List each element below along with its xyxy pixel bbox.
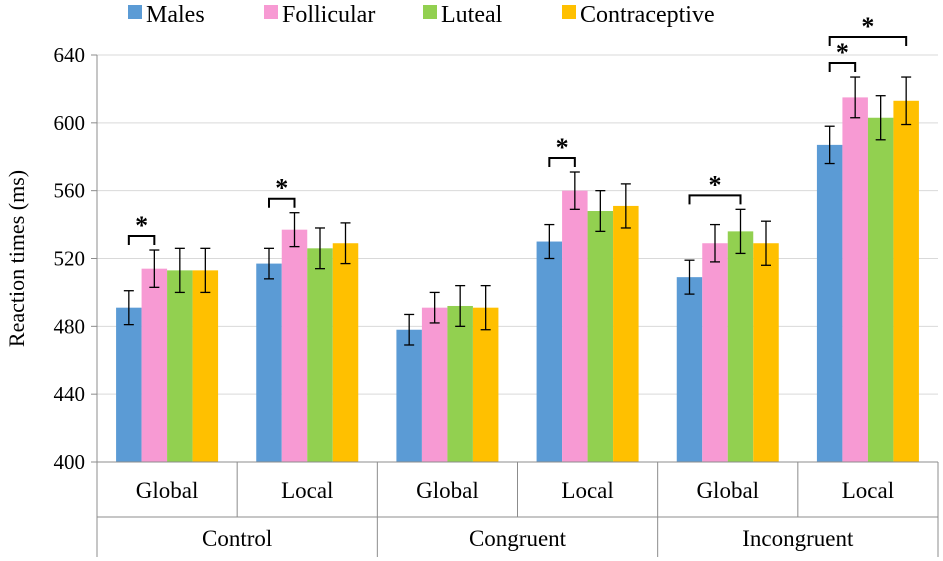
error-bars bbox=[123, 76, 912, 346]
bar-luteal-0 bbox=[167, 270, 193, 462]
bar-contraceptive-2 bbox=[472, 307, 499, 462]
x-tick-label-global-4: Global bbox=[696, 478, 759, 503]
error-bar-luteal-3 bbox=[595, 190, 606, 233]
error-bar-males-4 bbox=[684, 259, 695, 295]
significance-star-0: * bbox=[135, 211, 148, 240]
error-bar-males-0 bbox=[123, 290, 134, 326]
bar-follicular-3 bbox=[562, 190, 588, 462]
error-bar-contraceptive-2 bbox=[480, 284, 491, 331]
legend-item-luteal: Luteal bbox=[423, 2, 503, 28]
bar-males-2 bbox=[396, 329, 422, 462]
error-bar-luteal-4 bbox=[735, 208, 746, 255]
gridlines bbox=[97, 54, 938, 395]
significance-star-1: * bbox=[275, 174, 288, 203]
significance-0: * bbox=[127, 211, 156, 246]
y-axis-title: Reaction times (ms) bbox=[4, 170, 29, 347]
bar-luteal-2 bbox=[447, 305, 473, 462]
error-bar-contraceptive-4 bbox=[761, 220, 771, 266]
error-bar-males-3 bbox=[544, 223, 555, 260]
significance-markers: * * * * * * bbox=[127, 12, 908, 246]
bar-contraceptive-5 bbox=[893, 100, 919, 462]
y-tick-label-520: 520 bbox=[54, 247, 86, 271]
significance-star-4: * bbox=[836, 38, 849, 67]
condition-label-control: Control bbox=[202, 526, 272, 551]
condition-label-incongruent: Incongruent bbox=[742, 526, 854, 551]
legend: Males Follicular Luteal Contraceptive bbox=[128, 2, 715, 28]
legend-label-contraceptive: Contraceptive bbox=[580, 2, 715, 28]
error-bar-follicular-5 bbox=[850, 76, 861, 119]
error-bar-luteal-2 bbox=[455, 284, 466, 327]
legend-item-males: Males bbox=[128, 2, 205, 28]
error-bar-follicular-0 bbox=[149, 249, 160, 288]
y-tick-label-600: 600 bbox=[54, 111, 86, 135]
error-bar-contraceptive-0 bbox=[200, 247, 211, 294]
legend-label-luteal: Luteal bbox=[441, 2, 503, 28]
bar-contraceptive-1 bbox=[332, 243, 359, 462]
legend-swatch-males bbox=[128, 5, 142, 19]
bar-follicular-4 bbox=[702, 243, 728, 462]
legend-label-males: Males bbox=[146, 2, 205, 28]
y-tick-label-560: 560 bbox=[54, 179, 86, 203]
bar-contraceptive-3 bbox=[613, 205, 639, 462]
significance-4: * bbox=[828, 38, 857, 73]
bar-luteal-4 bbox=[727, 231, 754, 462]
x-tick-label-local-5: Local bbox=[842, 478, 894, 503]
error-bar-follicular-2 bbox=[429, 291, 440, 324]
significance-3: * bbox=[688, 170, 742, 205]
bar-follicular-1 bbox=[281, 229, 308, 462]
error-bar-contraceptive-1 bbox=[340, 222, 351, 265]
significance-star-2: * bbox=[556, 133, 569, 162]
error-bar-follicular-1 bbox=[289, 212, 300, 248]
legend-item-follicular: Follicular bbox=[264, 2, 375, 28]
x-tick-label-global-2: Global bbox=[416, 478, 479, 503]
significance-star-3: * bbox=[709, 170, 722, 199]
error-bar-luteal-1 bbox=[315, 227, 325, 270]
error-bar-males-2 bbox=[404, 313, 415, 346]
error-bar-follicular-4 bbox=[710, 223, 720, 263]
significance-2: * bbox=[548, 133, 576, 168]
axes bbox=[91, 54, 939, 557]
legend-label-follicular: Follicular bbox=[282, 2, 375, 28]
legend-swatch-contraceptive bbox=[562, 5, 576, 19]
legend-swatch-follicular bbox=[264, 5, 278, 19]
bar-males-1 bbox=[256, 263, 282, 462]
bar-males-4 bbox=[676, 277, 703, 462]
significance-1: * bbox=[268, 174, 296, 208]
error-bar-contraceptive-3 bbox=[620, 183, 631, 229]
bar-contraceptive-0 bbox=[192, 270, 219, 462]
error-bar-follicular-3 bbox=[569, 171, 580, 210]
significance-5: * bbox=[828, 12, 908, 47]
bar-luteal-5 bbox=[867, 117, 894, 462]
condition-label-congruent: Congruent bbox=[469, 526, 567, 551]
y-tick-label-640: 640 bbox=[54, 43, 86, 67]
bar-males-5 bbox=[816, 144, 843, 463]
bar-follicular-2 bbox=[421, 307, 448, 462]
x-tick-label-local-1: Local bbox=[281, 478, 333, 503]
bar-contraceptive-4 bbox=[753, 243, 779, 462]
bar-males-3 bbox=[536, 241, 563, 462]
error-bar-luteal-0 bbox=[174, 247, 185, 294]
bar-luteal-3 bbox=[587, 211, 614, 462]
bar-follicular-5 bbox=[842, 97, 868, 462]
error-bar-males-5 bbox=[824, 125, 835, 165]
bar-luteal-1 bbox=[307, 248, 333, 462]
legend-item-contraceptive: Contraceptive bbox=[562, 2, 715, 28]
y-tick-label-440: 440 bbox=[54, 382, 86, 406]
x-tick-label-global-0: Global bbox=[136, 478, 199, 503]
error-bar-contraceptive-5 bbox=[901, 76, 912, 126]
y-tick-label-480: 480 bbox=[54, 314, 86, 338]
bar-males-0 bbox=[116, 307, 142, 462]
significance-star-5: * bbox=[861, 12, 874, 41]
error-bar-males-1 bbox=[264, 247, 274, 280]
y-tick-label-400: 400 bbox=[54, 450, 86, 474]
bars bbox=[116, 97, 919, 463]
bar-follicular-0 bbox=[141, 268, 168, 462]
axis-labels: 400 440 480 520 560 600 640 Global Local Global Lo… bbox=[4, 43, 894, 551]
x-tick-label-local-3: Local bbox=[561, 478, 613, 503]
legend-swatch-luteal bbox=[423, 5, 437, 19]
error-bar-luteal-5 bbox=[875, 95, 886, 141]
